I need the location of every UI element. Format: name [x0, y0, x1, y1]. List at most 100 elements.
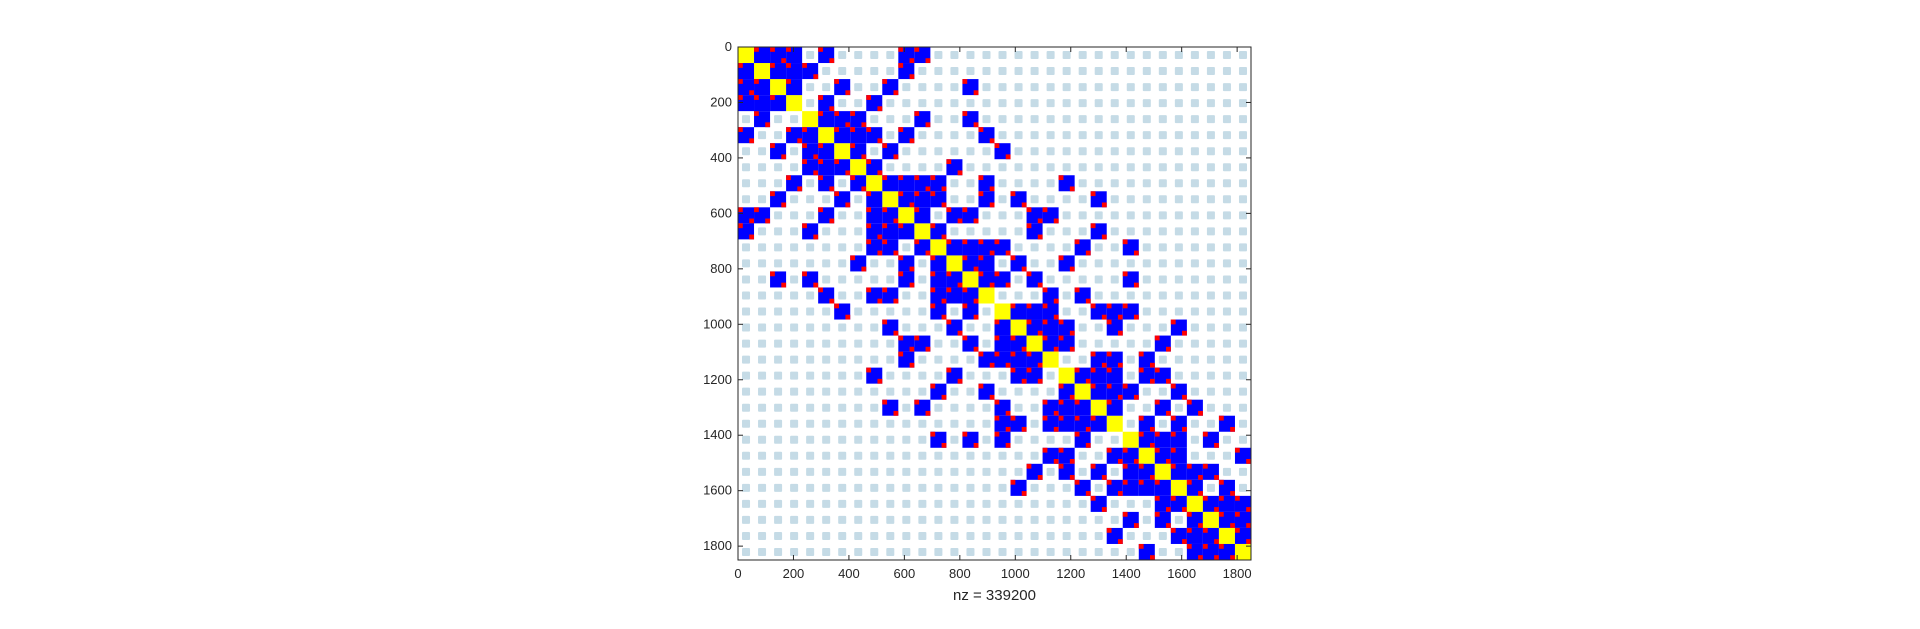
- sparse-block-r9-c30: [1222, 195, 1231, 204]
- sparse-block-r17-c14: [966, 323, 975, 332]
- sparse-block-r12-c7: [854, 243, 863, 252]
- sparse-block-r31-c15: [982, 547, 991, 556]
- sparse-block-r18-c30: [1222, 339, 1231, 348]
- sparse-block-r6-c0: [742, 147, 751, 156]
- sparse-block-r19-c7: [854, 355, 863, 364]
- cluster-block-r27-c24: [1122, 479, 1139, 496]
- sparse-block-r28-c1: [758, 499, 767, 508]
- sparse-block-r18-c25: [1142, 339, 1151, 348]
- sparse-block-r16-c27: [1174, 307, 1183, 316]
- nonzero-block-r24-c12: [930, 431, 947, 448]
- sparse-block-r11-c31: [1238, 227, 1247, 236]
- sparse-block-r17-c21: [1078, 323, 1087, 332]
- nonzero-block-r15-c19: [1042, 287, 1059, 304]
- nonzero-block-r10-c14: [962, 207, 979, 224]
- sparse-block-r29-c10: [902, 515, 911, 524]
- nonzero-block-r27-c21: [1074, 479, 1091, 496]
- sparse-block-r5-c2: [774, 131, 783, 140]
- nonzero-block-r14-c16: [994, 271, 1011, 288]
- sparse-block-r23-c8: [870, 419, 879, 428]
- diagonal-block-r17-c17: [1010, 319, 1027, 336]
- sparse-block-r29-c17: [1014, 515, 1023, 524]
- sparse-block-r8-c4: [806, 179, 815, 188]
- sparse-block-r10-c27: [1174, 211, 1183, 220]
- sparse-block-r4-c24: [1126, 115, 1135, 124]
- sparse-block-r12-c10: [902, 243, 911, 252]
- sparse-block-r15-c29: [1206, 291, 1215, 300]
- sparse-block-r21-c5: [822, 387, 831, 396]
- sparse-block-r28-c23: [1110, 499, 1119, 508]
- nonzero-block-r8-c15: [978, 175, 995, 192]
- nonzero-block-r30-c27: [1170, 527, 1187, 544]
- sparse-block-r28-c21: [1078, 499, 1087, 508]
- sparse-block-r24-c0: [742, 435, 751, 444]
- sparse-block-r10-c23: [1110, 211, 1119, 220]
- sparse-block-r25-c10: [902, 451, 911, 460]
- sparse-block-r17-c26: [1158, 323, 1167, 332]
- sparse-block-r20-c24: [1126, 371, 1135, 380]
- nonzero-block-r27-c28: [1186, 479, 1203, 496]
- y-tick-label: 600: [710, 205, 732, 220]
- diagonal-block-r20-c20: [1058, 367, 1075, 384]
- cluster-block-r4-c5: [818, 111, 835, 128]
- blocks-layer: [738, 47, 1251, 560]
- sparse-block-r1-c24: [1126, 67, 1135, 76]
- sparse-block-r25-c22: [1094, 451, 1103, 460]
- diagonal-block-r4-c4: [802, 111, 819, 128]
- sparse-block-r14-c21: [1078, 275, 1087, 284]
- sparse-block-r19-c24: [1126, 355, 1135, 364]
- sparse-block-r1-c19: [1046, 67, 1055, 76]
- sparse-block-r26-c30: [1222, 467, 1231, 476]
- sparse-block-r18-c12: [934, 339, 943, 348]
- sparse-block-r20-c15: [982, 371, 991, 380]
- sparse-block-r28-c10: [902, 499, 911, 508]
- sparse-block-r20-c9: [886, 371, 895, 380]
- sparse-block-r11-c2: [774, 227, 783, 236]
- diagonal-block-r22-c22: [1090, 399, 1107, 416]
- sparse-block-r18-c1: [758, 339, 767, 348]
- nonzero-block-r23-c19: [1042, 415, 1059, 432]
- sparse-block-r16-c5: [822, 307, 831, 316]
- sparse-block-r2-c29: [1206, 83, 1215, 92]
- nonzero-block-r2-c0: [738, 79, 755, 96]
- sparse-block-r24-c10: [902, 435, 911, 444]
- sparse-block-r16-c25: [1142, 307, 1151, 316]
- sparse-block-r12-c22: [1094, 243, 1103, 252]
- nonzero-block-r4-c6: [834, 111, 851, 128]
- sparse-block-r17-c4: [806, 323, 815, 332]
- sparse-block-r7-c10: [902, 163, 911, 172]
- sparse-block-r14-c23: [1110, 275, 1119, 284]
- sparse-block-r20-c6: [838, 371, 847, 380]
- sparse-block-r1-c20: [1062, 67, 1071, 76]
- sparse-block-r23-c1: [758, 419, 767, 428]
- nonzero-block-r21-c24: [1122, 383, 1139, 400]
- nonzero-block-r6-c4: [802, 143, 819, 160]
- cluster-block-r5-c4: [802, 127, 819, 144]
- sparse-block-r17-c24: [1126, 323, 1135, 332]
- sparse-block-r17-c25: [1142, 323, 1151, 332]
- sparse-block-r28-c6: [838, 499, 847, 508]
- nonzero-block-r12-c11: [914, 239, 931, 256]
- sparse-block-r3-c29: [1206, 99, 1215, 108]
- sparse-block-r12-c23: [1110, 243, 1119, 252]
- diagonal-block-r1-c1: [754, 63, 771, 80]
- sparse-block-r31-c9: [886, 547, 895, 556]
- nonzero-block-r10-c9: [882, 207, 899, 224]
- nonzero-block-r23-c25: [1138, 415, 1155, 432]
- sparse-block-r25-c30: [1222, 451, 1231, 460]
- sparse-block-r29-c14: [966, 515, 975, 524]
- sparse-block-r13-c2: [774, 259, 783, 268]
- nonzero-block-r17-c20: [1058, 319, 1075, 336]
- sparse-block-r21-c31: [1238, 387, 1247, 396]
- sparse-block-r16-c7: [854, 307, 863, 316]
- nonzero-block-r28-c29: [1202, 495, 1219, 512]
- sparse-block-r18-c23: [1110, 339, 1119, 348]
- cluster-block-r20-c23: [1106, 367, 1123, 384]
- sparse-block-r7-c14: [966, 163, 975, 172]
- diagonal-block-r8-c8: [866, 175, 883, 192]
- sparse-block-r11-c23: [1110, 227, 1119, 236]
- sparse-block-r4-c17: [1014, 115, 1023, 124]
- sparse-block-r25-c17: [1014, 451, 1023, 460]
- sparse-block-r10-c16: [998, 211, 1007, 220]
- nonzero-block-r9-c22: [1090, 191, 1107, 208]
